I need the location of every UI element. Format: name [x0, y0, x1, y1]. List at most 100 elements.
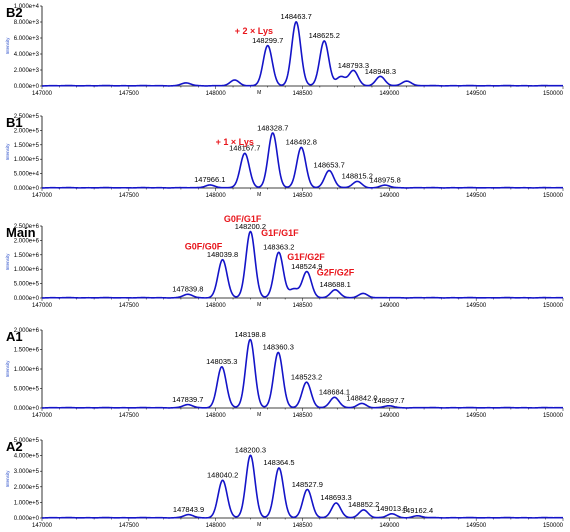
peak-mass-label: 147966.1 — [194, 175, 225, 184]
y-tick-label: 4.000e+3 — [14, 52, 40, 58]
y-tick-label: 8.000e+3 — [14, 20, 40, 26]
peak-mass-label: 148815.2 — [342, 172, 373, 181]
glycoform-annotation: G1F/G1F — [261, 228, 299, 238]
peak-mass-label: 149162.4 — [402, 506, 433, 515]
y-tick-label: 2.500e+5 — [14, 114, 40, 120]
x-tick-label: 148500 — [292, 193, 313, 199]
y-tick-label: 2.000e+6 — [14, 238, 40, 244]
peak-mass-label: 148328.7 — [257, 123, 288, 132]
glycoform-annotation: G0F/G0F — [185, 242, 223, 252]
peak-mass-label: 148653.7 — [314, 161, 345, 170]
panel-label: B2 — [6, 5, 23, 20]
x-tick-label: 147500 — [119, 413, 140, 419]
x-tick-label: 150000 — [543, 413, 564, 419]
peak-mass-label: 148039.8 — [207, 250, 238, 259]
x-tick-label: 149500 — [466, 193, 487, 199]
peak-mass-label: 148997.7 — [373, 396, 404, 405]
panel-label: A2 — [6, 439, 23, 454]
y-tick-label: 0.000e+0 — [14, 516, 40, 522]
x-tick-label: 150000 — [543, 91, 564, 97]
y-tick-label: 1.500e+6 — [14, 253, 40, 259]
y-tick-label: 1.000e+4 — [14, 4, 40, 10]
peak-mass-label: 148693.3 — [320, 493, 351, 502]
axis-marker-m: M — [257, 90, 261, 96]
y-tick-label: 0.000e+0 — [14, 186, 40, 192]
x-tick-label: 150000 — [543, 523, 564, 529]
peak-mass-label: 148948.3 — [365, 67, 396, 76]
spectrum-panel-b1: 0.000e+0 5.000e+4 1.000e+5 1.500e+5 2.000e+5… — [5, 114, 564, 199]
y-axis-label: Intensity — [5, 253, 10, 271]
peak-mass-label: 148625.2 — [309, 31, 340, 40]
axis-marker-m: M — [257, 412, 261, 418]
x-tick-label: 149500 — [466, 303, 487, 309]
x-tick-label: 148000 — [206, 193, 227, 199]
glycoform-annotation: + 2 × Lys — [235, 26, 273, 36]
y-tick-label: 6.000e+3 — [14, 36, 40, 42]
y-tick-label: 0.000e+0 — [14, 406, 40, 412]
x-tick-label: 149000 — [379, 193, 400, 199]
spectrum-panel-a1: 0.000e+0 5.000e+5 1.000e+6 1.500e+6 2.000e+6… — [5, 328, 564, 419]
axis-marker-m: M — [257, 522, 261, 528]
y-tick-label: 3.000e+5 — [14, 469, 40, 475]
peak-mass-label: 148523.2 — [291, 373, 322, 382]
y-tick-label: 0.000e+0 — [14, 84, 40, 90]
y-tick-label: 5.000e+4 — [14, 172, 40, 178]
peak-mass-label: 148299.7 — [252, 36, 283, 45]
x-tick-label: 147500 — [119, 523, 140, 529]
spectrum-trace — [41, 230, 564, 299]
x-tick-label: 149500 — [466, 91, 487, 97]
x-tick-label: 149000 — [379, 413, 400, 419]
x-tick-label: 148000 — [206, 523, 227, 529]
spectrum-trace — [41, 21, 564, 87]
y-tick-label: 2.000e+5 — [14, 128, 40, 134]
y-axis-label: Intensity — [5, 470, 10, 488]
peak-mass-label: 147839.8 — [172, 285, 203, 294]
y-tick-label: 1.500e+5 — [14, 143, 40, 149]
x-tick-label: 148500 — [292, 91, 313, 97]
x-tick-label: 147000 — [32, 413, 53, 419]
y-tick-label: 0.000e+0 — [14, 296, 40, 302]
glycoform-annotation: + 1 × Lys — [216, 137, 254, 147]
y-axis-label: Intensity — [5, 360, 10, 378]
x-tick-label: 149500 — [466, 413, 487, 419]
peak-mass-label: 148360.3 — [263, 343, 294, 352]
peak-mass-label: 148198.8 — [235, 330, 266, 339]
spectrum-trace — [41, 132, 564, 189]
peak-mass-label: 147839.7 — [172, 395, 203, 404]
y-tick-label: 1.000e+5 — [14, 500, 40, 506]
y-tick-label: 5.000e+5 — [14, 438, 40, 444]
axis-marker-m: M — [257, 192, 261, 198]
y-tick-label: 5.000e+5 — [14, 282, 40, 288]
y-axis-label: Intensity — [5, 143, 10, 161]
x-tick-label: 149000 — [379, 523, 400, 529]
peak-mass-label: 149013.8 — [376, 504, 407, 513]
y-tick-label: 1.000e+5 — [14, 157, 40, 163]
y-tick-label: 2.500e+6 — [14, 224, 40, 230]
x-tick-label: 149000 — [379, 91, 400, 97]
x-tick-label: 148500 — [292, 303, 313, 309]
x-tick-label: 147000 — [32, 303, 53, 309]
peak-mass-label: 148492.8 — [286, 138, 317, 147]
peak-mass-label: 148684.1 — [319, 387, 350, 396]
x-tick-label: 147500 — [119, 193, 140, 199]
peak-mass-label: 148524.9 — [291, 262, 322, 271]
x-tick-label: 148500 — [292, 413, 313, 419]
axis-marker-m: M — [257, 302, 261, 308]
y-axis-label: Intensity — [5, 37, 10, 55]
y-tick-label: 2.000e+5 — [14, 485, 40, 491]
panel-label: Main — [6, 225, 36, 240]
spectrum-trace — [41, 338, 564, 409]
peak-mass-label: 148035.3 — [206, 357, 237, 366]
y-tick-label: 1.000e+6 — [14, 367, 40, 373]
x-tick-label: 148000 — [206, 413, 227, 419]
peak-mass-label: 148793.3 — [338, 61, 369, 70]
x-tick-label: 148000 — [206, 91, 227, 97]
y-tick-label: 1.500e+6 — [14, 348, 40, 354]
x-tick-label: 150000 — [543, 193, 564, 199]
peak-mass-label: 148688.1 — [320, 280, 351, 289]
y-tick-label: 2.000e+6 — [14, 328, 40, 334]
glycoform-annotation: G2F/G2F — [317, 268, 355, 278]
x-tick-label: 147500 — [119, 303, 140, 309]
x-tick-label: 147000 — [32, 193, 53, 199]
